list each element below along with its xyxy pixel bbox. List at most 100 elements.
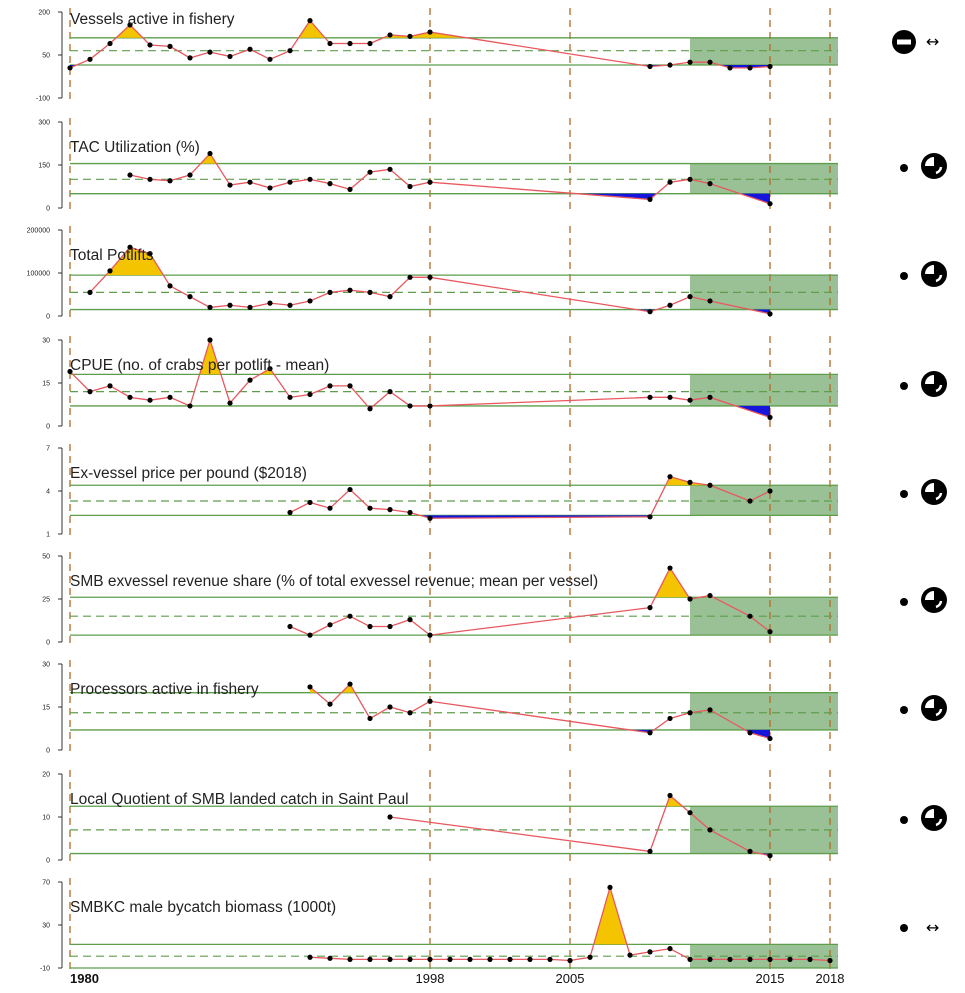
- data-point: [147, 42, 153, 48]
- data-point: [87, 289, 93, 295]
- data-point: [647, 514, 653, 520]
- data-point: [707, 827, 713, 833]
- y-tick-label: 30: [42, 923, 50, 930]
- data-point: [407, 274, 413, 280]
- data-point: [347, 383, 353, 389]
- data-point: [687, 810, 693, 816]
- data-point: [387, 294, 393, 300]
- panel-7: 0 15 30 Processors active in fishery: [42, 660, 947, 756]
- data-point: [327, 701, 333, 707]
- data-point: [167, 43, 173, 50]
- data-point: [147, 176, 153, 182]
- data-point: [127, 394, 133, 400]
- data-point: [647, 848, 653, 855]
- panel-1: -100 50 200 Vessels active in fishery ↔: [36, 8, 939, 104]
- data-point: [347, 486, 353, 493]
- data-point: [547, 956, 553, 963]
- data-point: [327, 383, 333, 389]
- data-point: [767, 735, 773, 742]
- data-point: [227, 182, 233, 188]
- series-line: [69, 337, 771, 419]
- data-point: [227, 302, 233, 308]
- data-point: [147, 251, 153, 257]
- data-point: [687, 596, 693, 602]
- data-point: [367, 715, 373, 722]
- data-point: [287, 509, 293, 516]
- y-tick-label: 200: [38, 10, 50, 17]
- y-tick-label: 1: [46, 532, 50, 539]
- data-point: [67, 65, 73, 71]
- x-tick-label-1998: 1998: [416, 971, 445, 986]
- data-point: [367, 40, 373, 47]
- data-point: [687, 479, 693, 485]
- data-point: [667, 946, 673, 952]
- data-point: [267, 300, 273, 306]
- data-point: [327, 181, 333, 187]
- data-point: [667, 62, 673, 68]
- data-point: [767, 629, 773, 635]
- data-point: [407, 183, 413, 190]
- data-point: [347, 287, 353, 293]
- data-point: [647, 309, 653, 315]
- data-point: [367, 289, 373, 295]
- data-point: [807, 956, 813, 963]
- data-point: [407, 710, 413, 716]
- indicator-dot: [900, 706, 908, 714]
- data-point: [387, 704, 393, 710]
- data-point: [227, 400, 233, 406]
- data-point: [387, 166, 393, 172]
- panel-title: Ex-vessel price per pound ($2018): [70, 465, 307, 482]
- decreasing-trend-wedge: [925, 809, 934, 818]
- data-point: [387, 507, 393, 513]
- data-point: [427, 179, 433, 185]
- x-tick-label-2015: 2015: [756, 971, 785, 986]
- decreasing-trend-wedge: [925, 265, 934, 274]
- y-tick-label: 15: [42, 705, 50, 712]
- data-point: [667, 474, 673, 480]
- panel-title: Local Quotient of SMB landed catch in Sa…: [70, 791, 409, 808]
- data-point: [247, 179, 253, 185]
- data-point: [567, 957, 573, 964]
- above-band-fill: [593, 887, 627, 945]
- decreasing-trend-wedge: [925, 157, 934, 166]
- data-point: [207, 49, 213, 55]
- data-point: [307, 684, 313, 690]
- data-point: [207, 304, 213, 310]
- panel-3: 0 100000 200000 Total Potlifts: [27, 226, 947, 322]
- x-tick-label-2018: 2018: [816, 971, 845, 986]
- data-point: [127, 172, 133, 178]
- data-point: [147, 397, 153, 403]
- data-point: [767, 63, 773, 70]
- data-point: [307, 954, 313, 960]
- data-point: [747, 65, 753, 71]
- y-tick-label: 50: [42, 53, 50, 60]
- decreasing-trend-wedge: [925, 375, 934, 384]
- data-point: [647, 63, 653, 70]
- panel-title: Processors active in fishery: [70, 681, 259, 698]
- data-point: [167, 283, 173, 289]
- series-line: [289, 566, 771, 636]
- data-point: [367, 169, 373, 175]
- data-point: [647, 605, 653, 611]
- y-tick-label: 200000: [27, 228, 50, 235]
- data-point: [247, 46, 253, 52]
- data-point: [767, 956, 773, 963]
- data-point: [287, 302, 293, 308]
- y-tick-label: 0: [46, 748, 50, 755]
- data-point: [427, 515, 433, 521]
- data-point: [707, 181, 713, 187]
- data-point: [647, 730, 653, 736]
- data-point: [767, 488, 773, 494]
- decreasing-trend-arc: [935, 166, 943, 175]
- data-point: [327, 505, 333, 511]
- data-point: [427, 403, 433, 409]
- data-point: [427, 956, 433, 963]
- data-point: [287, 179, 293, 185]
- data-point: [387, 32, 393, 38]
- y-tick-label: 0: [46, 640, 50, 647]
- data-point: [187, 403, 193, 409]
- data-point: [247, 377, 253, 383]
- data-point: [707, 298, 713, 304]
- data-point: [347, 956, 353, 963]
